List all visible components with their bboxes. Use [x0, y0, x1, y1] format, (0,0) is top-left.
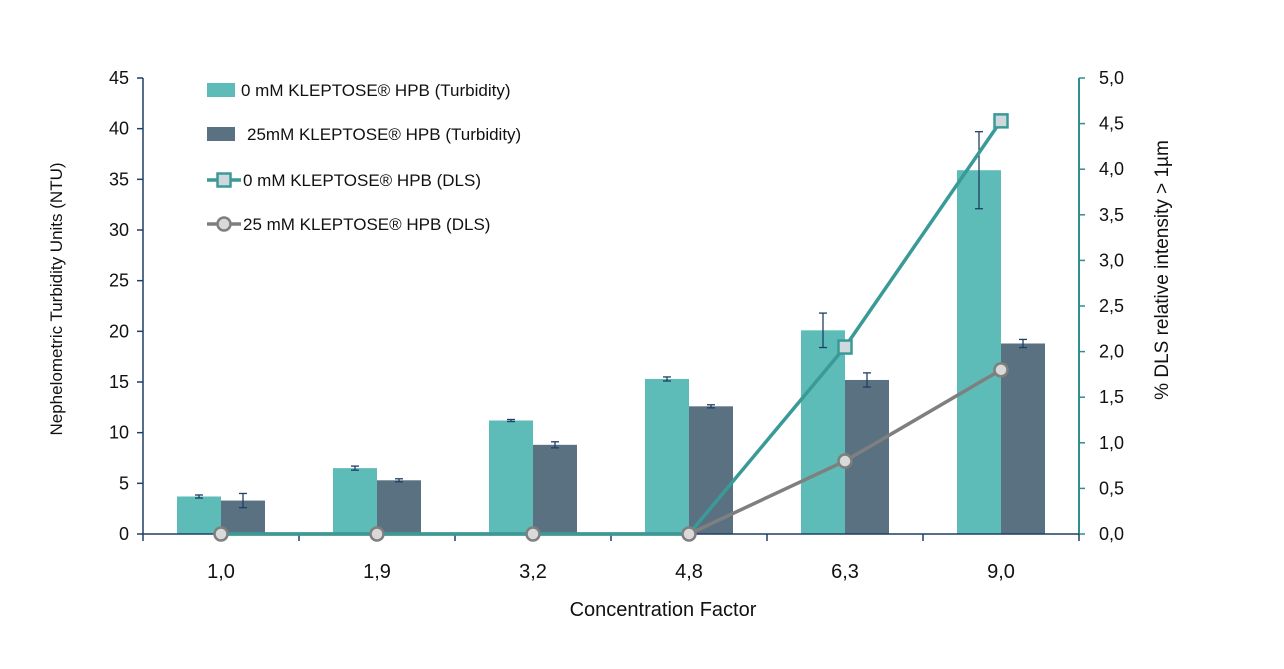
y2-tick-label: 3,5: [1099, 205, 1124, 225]
legend-swatch-bar-1: [207, 83, 235, 97]
x-tick-label: 9,0: [987, 561, 1015, 583]
line-series-2-marker: [213, 526, 229, 542]
x-tick-label: 6,3: [831, 561, 859, 583]
y2-axis-title: % DLS relative intensity > 1µm: [1152, 140, 1173, 400]
y-tick-label: 35: [109, 169, 129, 189]
line-series-2-marker: [369, 526, 385, 542]
line-series-1-marker: [993, 113, 1009, 129]
line-series-2-marker: [525, 526, 541, 542]
legend-marker-2: [216, 216, 232, 232]
y-tick-label: 45: [109, 68, 129, 88]
y2-tick-label: 1,5: [1099, 387, 1124, 407]
y2-tick-label: 2,5: [1099, 296, 1124, 316]
legend-label: 25mM KLEPTOSE® HPB (Turbidity): [247, 125, 521, 144]
y2-tick-label: 0,0: [1099, 524, 1124, 544]
bar-series-1: [645, 378, 689, 534]
legend-label: 25 mM KLEPTOSE® HPB (DLS): [243, 215, 490, 234]
bar-series-2: [1001, 343, 1045, 534]
bar-series-2: [689, 406, 733, 534]
bar-series-1: [957, 170, 1001, 535]
bar-series-1: [333, 468, 377, 534]
line-series-2-marker: [993, 362, 1009, 378]
x-axis-title: Concentration Factor: [570, 599, 757, 621]
y-tick-label: 10: [109, 423, 129, 443]
legend-label: 0 mM KLEPTOSE® HPB (DLS): [243, 171, 481, 190]
bar-series-2: [377, 480, 421, 534]
y-tick-label: 5: [119, 473, 129, 493]
y-tick-label: 20: [109, 321, 129, 341]
y2-tick-label: 1,0: [1099, 433, 1124, 453]
line-series-1-marker: [837, 339, 853, 355]
y2-tick-label: 4,0: [1099, 159, 1124, 179]
y-tick-label: 30: [109, 220, 129, 240]
bar-series-1: [801, 330, 845, 534]
x-tick-label: 1,0: [207, 561, 235, 583]
line-series-2-marker: [837, 453, 853, 469]
y-tick-label: 40: [109, 119, 129, 139]
y2-tick-label: 2,0: [1099, 342, 1124, 362]
line-series-2-marker: [681, 526, 697, 542]
bar-series-1: [489, 420, 533, 534]
x-tick-label: 1,9: [363, 561, 391, 583]
legend-label: 0 mM KLEPTOSE® HPB (Turbidity): [241, 81, 510, 100]
y-tick-label: 25: [109, 271, 129, 291]
y2-tick-label: 3,0: [1099, 250, 1124, 270]
y-tick-label: 0: [119, 524, 129, 544]
y-tick-label: 15: [109, 372, 129, 392]
bar-series-2: [533, 444, 577, 534]
legend-swatch-bar-2: [207, 127, 235, 141]
line-series-1: [221, 119, 1003, 536]
y2-tick-label: 5,0: [1099, 68, 1124, 88]
x-tick-label: 4,8: [675, 561, 703, 583]
legend-marker-1: [216, 172, 232, 188]
y-axis-title: Nephelometric Turbidity Units (NTU): [47, 162, 66, 435]
x-tick-label: 3,2: [519, 561, 547, 583]
bar-series-1: [177, 496, 221, 534]
y2-tick-label: 0,5: [1099, 478, 1124, 498]
y2-tick-label: 4,5: [1099, 114, 1124, 134]
